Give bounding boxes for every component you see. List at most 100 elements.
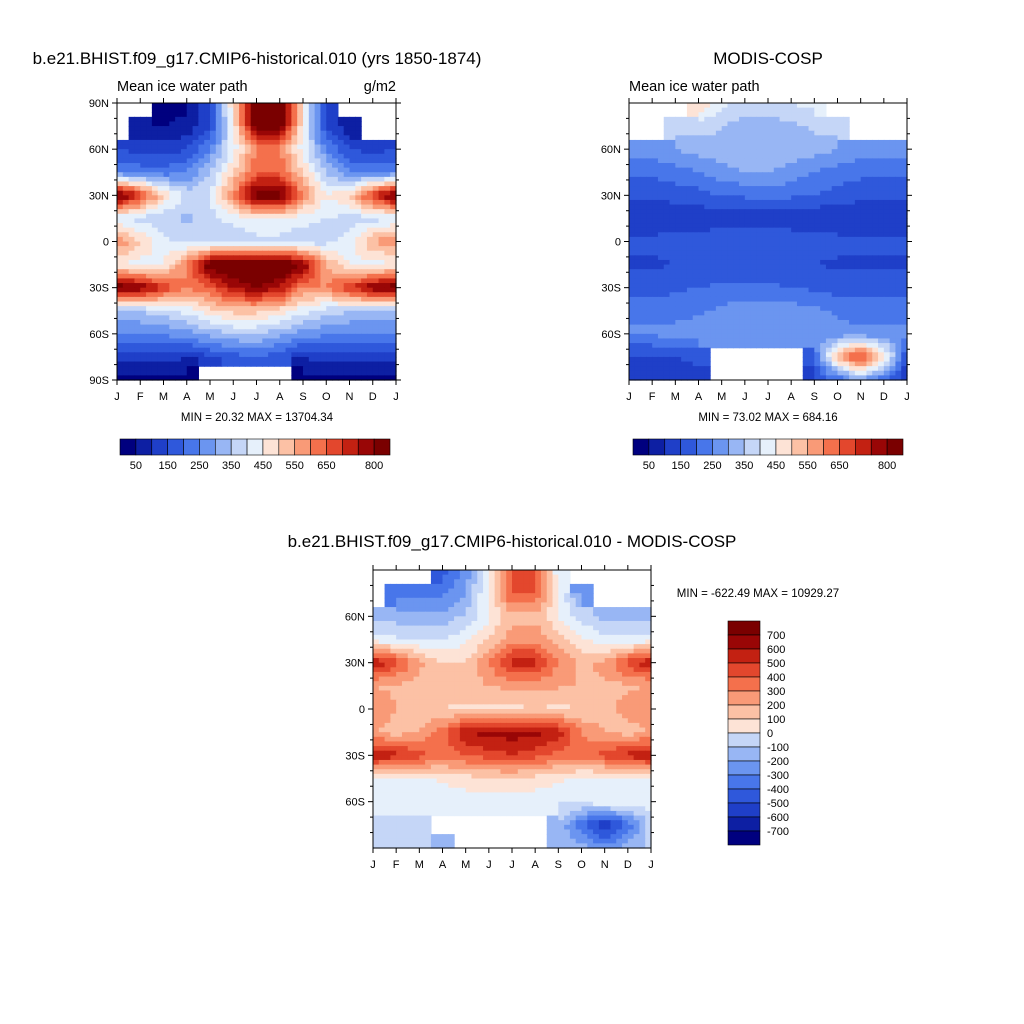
panel-model-cell	[308, 236, 316, 243]
panel-obs-cell	[640, 223, 647, 229]
panel-model-cell	[117, 333, 124, 340]
panel-obs-cell	[710, 223, 717, 229]
panel-model-cell	[244, 306, 252, 312]
panel-model-cell	[390, 190, 397, 196]
panel-model-cell	[151, 176, 159, 183]
panel-obs-cell	[854, 153, 862, 159]
panel-model-cell	[192, 329, 199, 335]
panel-model-cell	[175, 333, 182, 340]
panel-obs-cell	[710, 213, 717, 220]
panel-obs-cell	[652, 301, 659, 307]
panel-model-cell	[279, 250, 287, 256]
panel-model-cell	[378, 347, 385, 353]
panel-model-cell	[337, 310, 345, 316]
panel-model-cell	[122, 213, 130, 220]
panel-model-cell	[157, 356, 165, 363]
panel-obs-cell	[866, 218, 873, 224]
panel-obs-cell	[698, 204, 705, 210]
panel-model-cell	[134, 269, 141, 275]
panel-model-cell	[140, 259, 147, 266]
panel-obs-cell	[646, 273, 653, 280]
panel-obs-cell	[768, 176, 775, 183]
panel-obs-cell	[802, 255, 810, 261]
panel-model-cell	[279, 255, 287, 261]
panel-model-cell	[262, 126, 269, 132]
panel-model-cell	[239, 269, 246, 275]
panel-model-cell	[122, 273, 130, 280]
panel-model-cell	[355, 135, 362, 141]
panel-obs-cell	[756, 250, 763, 256]
panel-model-cell	[314, 121, 322, 127]
panel-model-cell	[262, 232, 269, 238]
panel-model-cell	[337, 116, 345, 123]
panel-obs-cell	[889, 172, 897, 178]
panel-model-cell	[198, 130, 205, 136]
panel-obs-cell	[657, 306, 665, 312]
panel-model-cell	[204, 264, 211, 270]
panel-model-cell	[140, 223, 147, 229]
panel-obs-cell	[715, 241, 723, 247]
panel-model-cell	[244, 264, 252, 270]
panel-obs-cell	[727, 153, 734, 159]
panel-obs-cell	[831, 246, 839, 252]
panel-model-cell	[303, 324, 310, 330]
panel-obs-cell	[820, 232, 827, 238]
panel-model-cell	[128, 315, 136, 321]
panel-model-cell	[146, 167, 153, 173]
panel-model-cell	[343, 232, 351, 238]
panel-obs-cell	[675, 319, 682, 326]
panel-obs-cell	[652, 149, 659, 155]
panel-model-cell	[210, 246, 217, 252]
panel-obs-cell	[669, 315, 676, 321]
panel-model-cell	[250, 301, 258, 307]
panel-obs-cell	[889, 246, 897, 252]
panel-model-cell	[268, 199, 275, 206]
panel-obs-cell	[634, 315, 642, 321]
panel-obs-cell	[791, 232, 798, 238]
panel-model-cell	[239, 218, 246, 224]
panel-obs-cell	[796, 287, 804, 293]
panel-model-cell	[285, 246, 292, 252]
panel-obs-cell	[756, 195, 763, 201]
panel-obs-cell	[796, 250, 804, 256]
panel-obs-cell	[710, 255, 717, 261]
panel-model-cell	[303, 112, 310, 118]
panel-model-cell	[122, 172, 130, 178]
panel-model-cell	[169, 112, 176, 118]
panel-obs-cell	[773, 283, 781, 289]
panel-model-cell	[303, 241, 310, 247]
panel-obs-cell	[866, 172, 873, 178]
panel-model-cell	[308, 126, 316, 132]
panel-model-cell	[186, 366, 194, 372]
panel-obs-cell	[837, 163, 844, 169]
panel-model-cell	[233, 112, 240, 118]
panel-obs-cell	[889, 273, 897, 280]
panel-model-cell	[250, 153, 258, 159]
panel-model-cell	[204, 296, 211, 303]
panel-model-cell	[146, 278, 153, 284]
panel-obs-cell	[883, 153, 891, 159]
panel-model-cell	[314, 130, 322, 136]
panel-model-cell	[239, 103, 246, 109]
panel-obs-cell	[895, 139, 902, 146]
panel-model-cell	[221, 112, 229, 118]
panel-obs-cell	[669, 296, 676, 303]
panel-model-cell	[140, 324, 147, 330]
panel-obs-cell	[779, 315, 786, 321]
panel-obs-cell	[704, 241, 711, 247]
panel-model-cell	[210, 199, 217, 206]
panel-model-xtick-label: D	[369, 391, 377, 403]
panel-obs-cell	[791, 292, 798, 298]
panel-model-cell	[256, 329, 263, 335]
panel-obs-cell	[657, 273, 665, 280]
panel-model-cell	[285, 209, 292, 215]
panel-model-cell	[215, 356, 223, 363]
panel-obs-cell	[785, 255, 792, 261]
panel-model-cell	[291, 195, 298, 201]
panel-model-cell	[256, 107, 263, 113]
panel-model-cell	[186, 246, 194, 252]
panel-obs-cell	[727, 269, 734, 275]
panel-model-cell	[140, 333, 147, 340]
panel-obs-cell	[825, 176, 833, 183]
panel-model-cell	[122, 236, 130, 243]
